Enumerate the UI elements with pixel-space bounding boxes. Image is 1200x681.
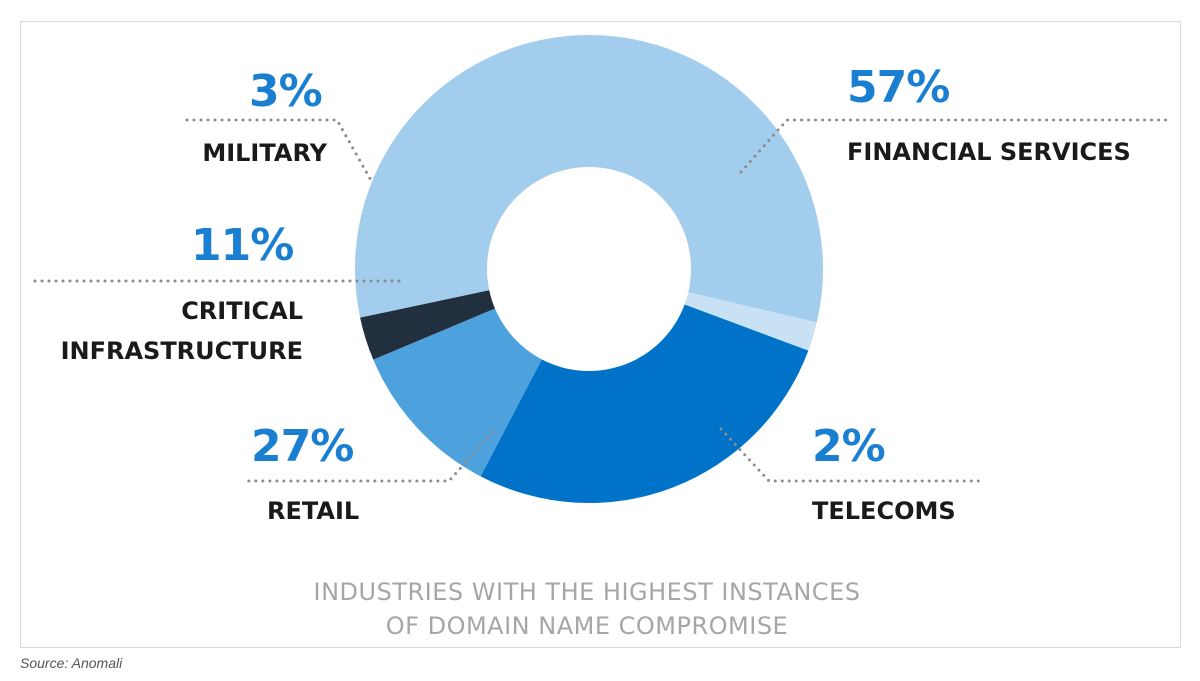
value-label-critical-infrastructure: 11% <box>191 220 293 271</box>
leader-line-military <box>185 118 375 186</box>
slice-retail <box>480 304 809 504</box>
category-label-critical-infrastructure-line-1: CRITICAL <box>181 297 303 325</box>
slice-telecoms <box>684 292 817 351</box>
category-label-critical-infrastructure-line-2: INFRASTRUCTURE <box>61 337 303 365</box>
value-label-retail: 27% <box>251 421 353 472</box>
category-label-retail: RETAIL <box>267 497 359 525</box>
value-label-financial-services: 57% <box>847 62 949 113</box>
value-label-military: 3% <box>249 66 322 117</box>
slice-labels: 57% FINANCIAL SERVICES 2% TELECOMS 27% RETAIL… <box>61 62 1131 525</box>
category-label-telecoms: TELECOMS <box>812 497 956 525</box>
chart-title-line-2: OF DOMAIN NAME COMPROMISE <box>386 612 788 640</box>
category-label-military: MILITARY <box>202 139 327 167</box>
leader-line-telecoms <box>719 427 983 483</box>
chart-title-line-1: INDUSTRIES WITH THE HIGHEST INSTANCES <box>314 578 861 606</box>
slice-military <box>360 290 495 360</box>
leader-line-retail <box>241 430 495 483</box>
leader-lines <box>33 118 1173 483</box>
slice-financial-services <box>355 35 824 323</box>
source-note: Source: Anomali <box>20 655 123 671</box>
slices <box>355 35 824 504</box>
slice-critical-infrastructure <box>373 308 542 477</box>
donut-chart: 57% FINANCIAL SERVICES 2% TELECOMS 27% RETAIL… <box>33 35 1173 640</box>
value-label-telecoms: 2% <box>812 421 885 472</box>
category-label-financial-services: FINANCIAL SERVICES <box>847 138 1131 166</box>
leader-line-financial-services <box>739 118 1173 174</box>
chart-figure: 57% FINANCIAL SERVICES 2% TELECOMS 27% RETAIL… <box>20 21 1181 648</box>
chart-title: INDUSTRIES WITH THE HIGHEST INSTANCES OF … <box>314 578 861 640</box>
